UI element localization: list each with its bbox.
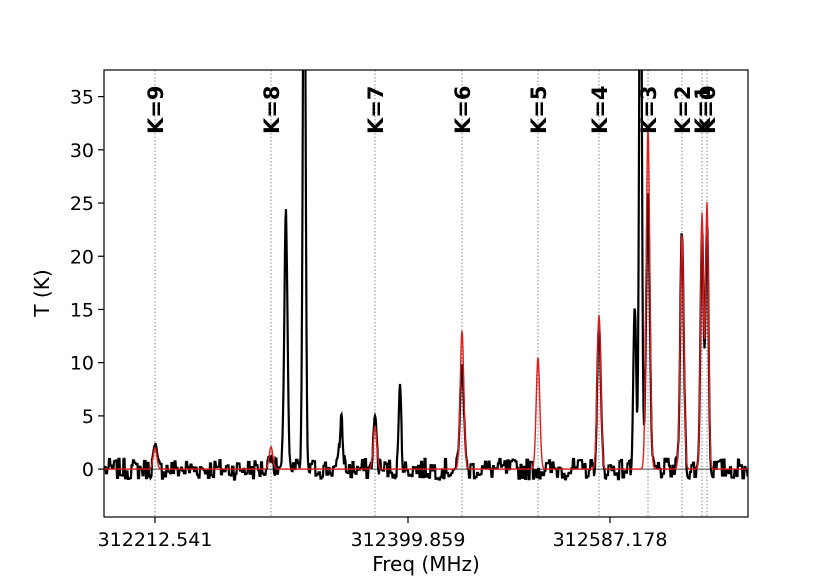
k-marker-lines — [154, 70, 708, 517]
y-tick-label: 10 — [70, 353, 94, 375]
k-marker-label: K=5 — [527, 86, 551, 134]
y-tick-label: 30 — [70, 140, 94, 162]
k-marker-label: K=0 — [696, 86, 720, 134]
x-tick-label: 312399.859 — [351, 529, 466, 551]
k-marker-label: K=6 — [451, 86, 475, 134]
y-tick-label: 15 — [70, 299, 94, 321]
k-marker-label: K=7 — [364, 86, 388, 134]
observed-spectrum-line — [104, 70, 748, 481]
k-marker-label: K=1 — [691, 86, 715, 134]
y-tick-label: 25 — [70, 193, 94, 215]
y-tick-label: 0 — [82, 459, 94, 481]
spectrum-series — [104, 70, 748, 481]
k-marker-labels: K=9 K=8 K=7 K=6 K=5 K=4 K=3 K=2K=1K=0 — [144, 86, 720, 134]
k-marker-label: K=2 — [671, 86, 695, 134]
k-marker-label: K=9 — [144, 86, 168, 134]
k-marker-label: K=3 — [637, 86, 661, 134]
y-tick-label: 20 — [70, 246, 94, 268]
k-marker-label: K=8 — [260, 86, 284, 134]
x-tick-label: 312587.178 — [553, 529, 668, 551]
x-tick-label: 312212.541 — [98, 529, 213, 551]
plot-frame — [103, 69, 749, 518]
y-tick-label: 35 — [70, 87, 94, 109]
x-axis-ticks: 312212.541 312399.859 312587.178 — [98, 517, 668, 551]
y-axis-ticks: 0 5 10 15 20 25 30 35 — [70, 87, 104, 481]
y-tick-label: 5 — [82, 406, 94, 428]
k-marker-label: K=4 — [588, 86, 612, 134]
y-axis-label: T (K) — [30, 269, 54, 317]
model-fit-line — [104, 128, 748, 470]
x-axis-label: Freq (MHz) — [372, 552, 480, 576]
